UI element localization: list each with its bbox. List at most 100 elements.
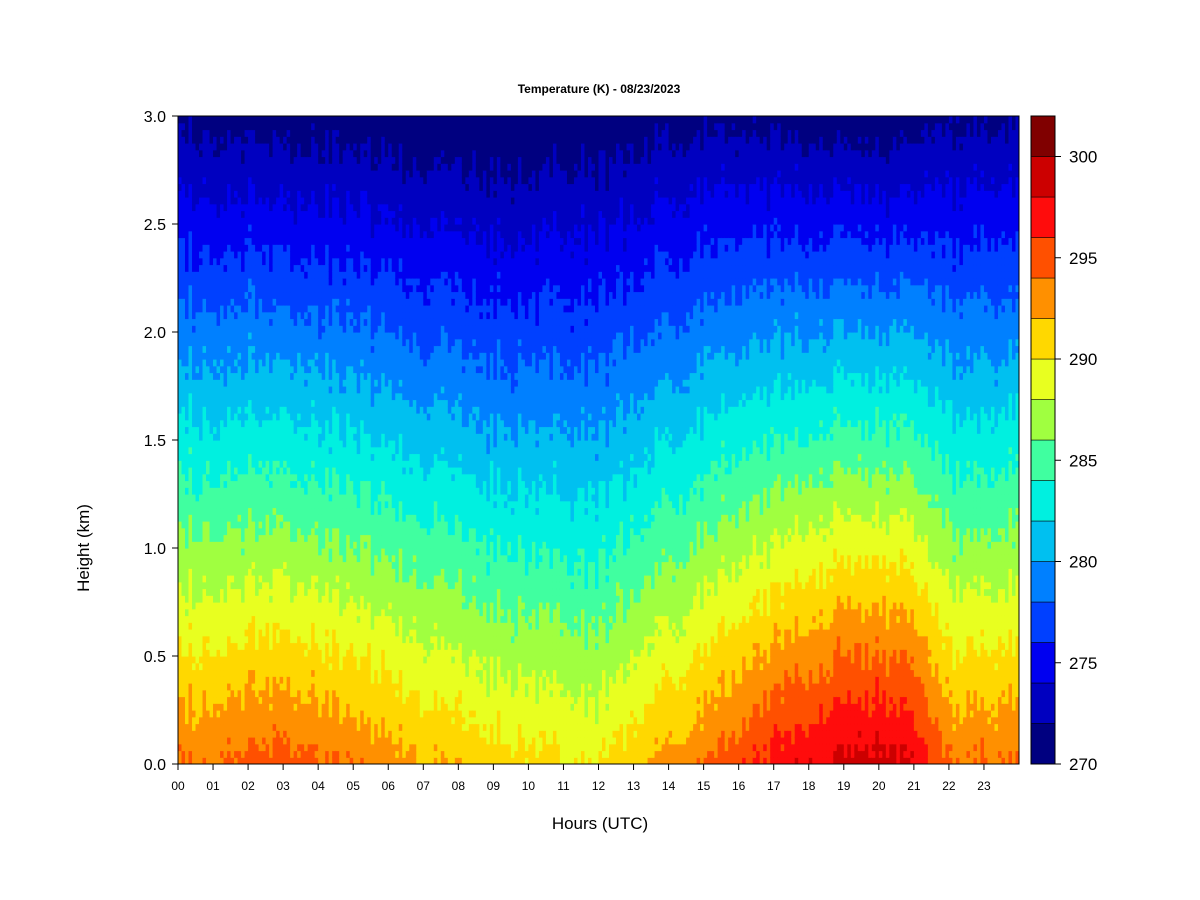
heatmap-cell bbox=[290, 264, 295, 272]
heatmap-cell bbox=[206, 743, 211, 752]
heatmap-cell bbox=[283, 190, 288, 198]
heatmap-cell bbox=[213, 365, 218, 374]
heatmap-cell bbox=[286, 453, 291, 461]
heatmap-cell bbox=[339, 413, 344, 421]
heatmap-cell bbox=[265, 257, 270, 266]
heatmap-cell bbox=[311, 406, 316, 414]
heatmap-cell bbox=[339, 500, 344, 509]
heatmap-cell bbox=[286, 541, 291, 549]
heatmap-cell bbox=[342, 305, 347, 313]
heatmap-cell bbox=[251, 649, 256, 657]
heatmap-cell bbox=[206, 602, 211, 610]
heatmap-cell bbox=[265, 622, 270, 630]
heatmap-cell bbox=[216, 244, 221, 252]
heatmap-cell bbox=[230, 379, 235, 387]
heatmap-cell bbox=[353, 608, 358, 617]
heatmap-cell bbox=[272, 284, 277, 293]
heatmap-cell bbox=[297, 487, 302, 495]
heatmap-cell bbox=[255, 554, 260, 563]
heatmap-cell bbox=[304, 136, 309, 144]
heatmap-cell bbox=[234, 345, 239, 353]
heatmap-cell bbox=[209, 122, 214, 131]
heatmap-cell bbox=[202, 122, 207, 131]
heatmap-cell bbox=[185, 359, 190, 367]
heatmap-cell bbox=[188, 332, 193, 340]
heatmap-cell bbox=[269, 521, 274, 529]
heatmap-cell bbox=[335, 548, 340, 556]
heatmap-cell bbox=[192, 176, 197, 185]
heatmap-cell bbox=[269, 548, 274, 556]
heatmap-cell bbox=[258, 183, 263, 191]
heatmap-cell bbox=[321, 332, 326, 340]
heatmap-cell bbox=[223, 622, 228, 630]
heatmap-cell bbox=[216, 561, 221, 569]
heatmap-cell bbox=[220, 608, 225, 617]
heatmap-cell bbox=[276, 392, 281, 401]
heatmap-cell bbox=[356, 527, 361, 536]
heatmap-cell bbox=[227, 460, 232, 468]
heatmap-cell bbox=[227, 392, 232, 401]
heatmap-cell bbox=[290, 332, 295, 340]
heatmap-cell bbox=[188, 615, 193, 623]
heatmap-cell bbox=[300, 487, 305, 495]
heatmap-cell bbox=[202, 210, 207, 218]
heatmap-cell bbox=[276, 635, 281, 644]
heatmap-cell bbox=[223, 359, 228, 367]
heatmap-cell bbox=[332, 602, 337, 610]
heatmap-cell bbox=[234, 453, 239, 461]
heatmap-cell bbox=[206, 696, 211, 704]
heatmap-cell bbox=[220, 757, 225, 764]
heatmap-cell bbox=[230, 318, 235, 326]
heatmap-cell bbox=[181, 419, 186, 428]
heatmap-cell bbox=[178, 143, 183, 151]
heatmap-cell bbox=[195, 271, 200, 279]
heatmap-cell bbox=[244, 406, 249, 414]
heatmap-cell bbox=[335, 487, 340, 495]
heatmap-cell bbox=[349, 527, 354, 536]
heatmap-cell bbox=[223, 399, 228, 407]
heatmap-cell bbox=[223, 129, 228, 137]
heatmap-cell bbox=[216, 575, 221, 583]
heatmap-cell bbox=[346, 284, 351, 293]
heatmap-cell bbox=[279, 473, 284, 482]
heatmap-cell bbox=[276, 311, 281, 320]
heatmap-cell bbox=[272, 710, 277, 718]
heatmap-cell bbox=[318, 440, 323, 448]
heatmap-cell bbox=[216, 480, 221, 488]
heatmap-cell bbox=[283, 129, 288, 137]
heatmap-cell bbox=[192, 278, 197, 286]
heatmap-cell bbox=[307, 487, 312, 495]
heatmap-cell bbox=[265, 757, 270, 764]
heatmap-cell bbox=[353, 629, 358, 637]
heatmap-cell bbox=[230, 689, 235, 698]
heatmap-cell bbox=[209, 554, 214, 563]
heatmap-cell bbox=[258, 737, 263, 745]
heatmap-cell bbox=[195, 129, 200, 137]
heatmap-cell bbox=[269, 359, 274, 367]
heatmap-cell bbox=[314, 122, 319, 131]
heatmap-cell bbox=[241, 581, 246, 590]
heatmap-cell bbox=[304, 325, 309, 333]
heatmap-cell bbox=[314, 642, 319, 650]
heatmap-cell bbox=[293, 392, 298, 401]
heatmap-cell bbox=[300, 494, 305, 502]
heatmap-cell bbox=[258, 676, 263, 684]
heatmap-cell bbox=[248, 575, 253, 583]
heatmap-cell bbox=[293, 298, 298, 306]
heatmap-cell bbox=[276, 170, 281, 178]
heatmap-cell bbox=[255, 291, 260, 299]
heatmap-cell bbox=[353, 656, 358, 664]
heatmap-cell bbox=[199, 345, 204, 353]
heatmap-cell bbox=[307, 642, 312, 650]
heatmap-cell bbox=[227, 656, 232, 664]
heatmap-cell bbox=[304, 683, 309, 691]
heatmap-cell bbox=[199, 622, 204, 630]
heatmap-cell bbox=[293, 548, 298, 556]
heatmap-cell bbox=[286, 514, 291, 522]
heatmap-cell bbox=[297, 662, 302, 671]
heatmap-cell bbox=[272, 534, 277, 542]
heatmap-cell bbox=[269, 264, 274, 272]
heatmap-cell bbox=[339, 251, 344, 259]
heatmap-cell bbox=[307, 345, 312, 353]
heatmap-cell bbox=[241, 622, 246, 630]
